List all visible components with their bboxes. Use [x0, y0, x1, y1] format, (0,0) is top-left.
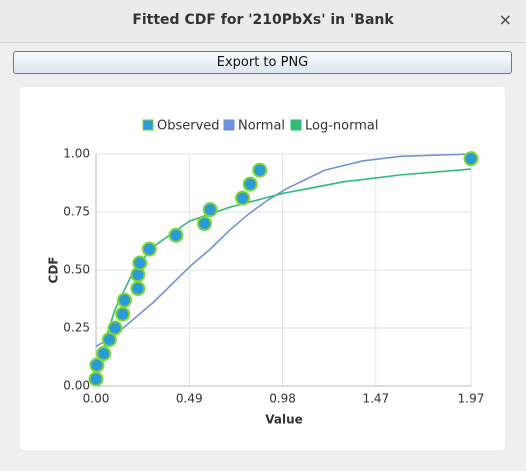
- observed-point: [202, 202, 218, 218]
- y-tick-label: 1.00: [63, 147, 90, 161]
- x-tick-label: 0.98: [269, 392, 296, 406]
- observed-point: [130, 281, 146, 297]
- curve: [95, 168, 472, 387]
- observed-point: [132, 255, 148, 271]
- observed-point: [115, 306, 131, 322]
- observed-point: [168, 227, 184, 243]
- y-tick-label: 0.75: [63, 205, 90, 219]
- observed-point: [107, 320, 123, 336]
- observed-point: [197, 216, 213, 232]
- observed-point: [89, 357, 105, 373]
- x-tick-label: 0.49: [176, 392, 203, 406]
- observed-point: [463, 151, 479, 167]
- observed-point: [242, 176, 258, 192]
- observed-point: [235, 190, 251, 206]
- x-tick-label: 1.47: [362, 392, 389, 406]
- observed-point: [117, 292, 133, 308]
- observed-point: [252, 162, 268, 178]
- legend-label: Normal: [238, 119, 285, 134]
- title-bar: Fitted CDF for '210PbXs' in 'Bank ×: [0, 0, 526, 43]
- window-title: Fitted CDF for '210PbXs' in 'Bank: [132, 12, 394, 28]
- y-tick-label: 0.50: [63, 263, 90, 277]
- x-tick-label: 1.97: [458, 392, 485, 406]
- x-axis-title: Value: [265, 413, 303, 427]
- curve: [95, 153, 472, 348]
- chart-panel: [20, 87, 505, 450]
- y-tick-label: 0.25: [63, 321, 90, 335]
- legend-swatch: [223, 119, 235, 131]
- observed-point: [96, 346, 112, 362]
- legend-swatch: [290, 119, 302, 131]
- legend-swatch: [142, 119, 154, 131]
- y-axis-title: CDF: [47, 257, 61, 284]
- observed-point: [88, 371, 104, 387]
- close-button[interactable]: ×: [498, 10, 512, 29]
- legend-label: Log-normal: [305, 119, 378, 134]
- observed-point: [101, 332, 117, 348]
- export-button[interactable]: Export to PNG: [13, 51, 512, 74]
- y-tick-label: 0.00: [63, 379, 90, 393]
- legend-label: Observed: [157, 119, 220, 134]
- observed-point: [141, 241, 157, 257]
- x-tick-label: 0.00: [83, 392, 110, 406]
